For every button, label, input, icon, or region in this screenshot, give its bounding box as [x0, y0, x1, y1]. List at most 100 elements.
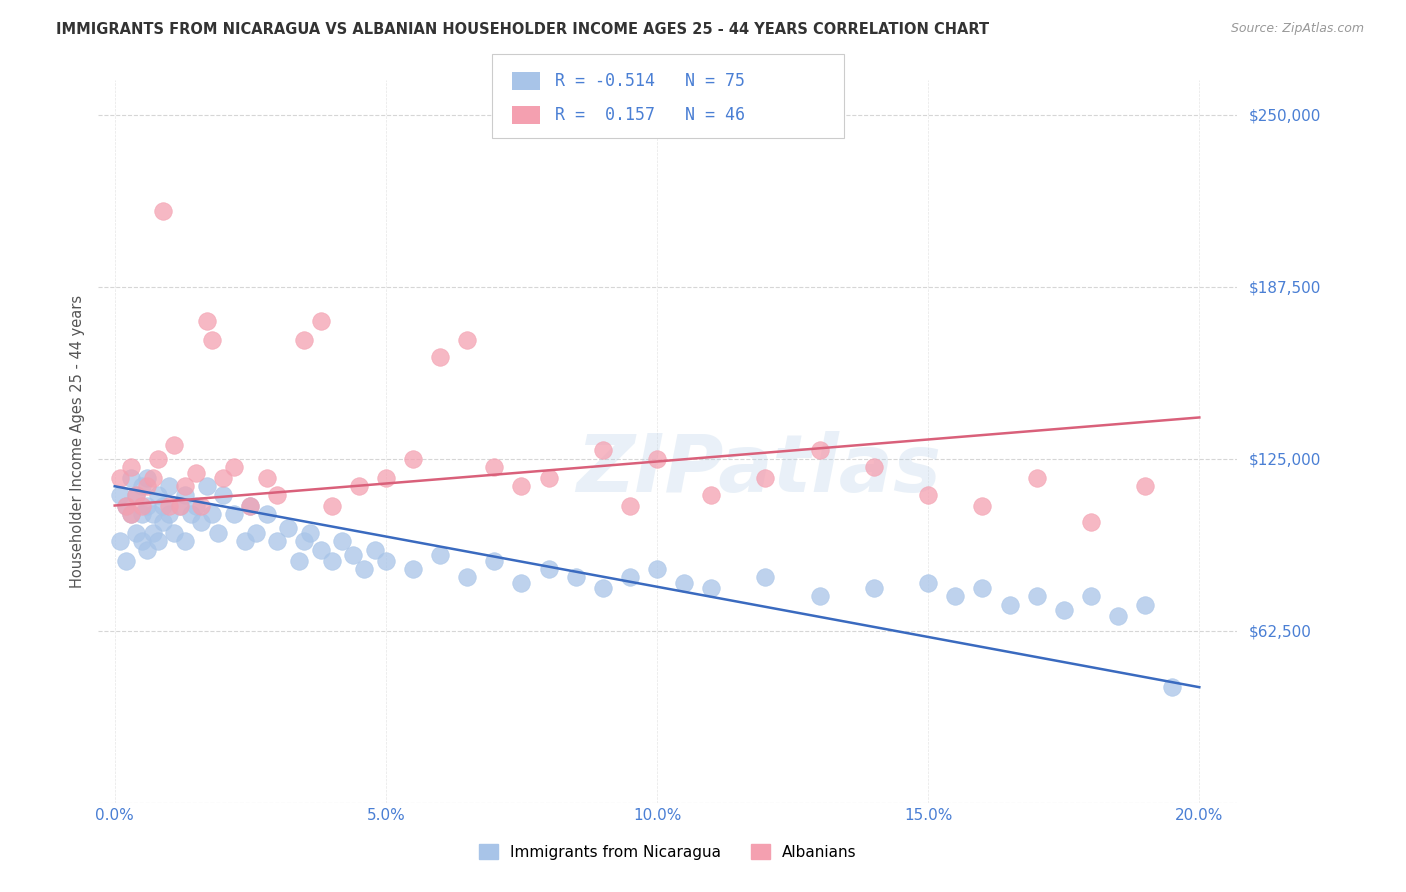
- Point: [169, 499, 191, 513]
- Point: [592, 581, 614, 595]
- Point: [201, 334, 224, 348]
- Point: [1080, 590, 1102, 604]
- Point: [108, 534, 131, 549]
- Point: [201, 507, 224, 521]
- Point: [125, 487, 148, 501]
- Point: [266, 487, 288, 501]
- Point: [136, 499, 159, 513]
- Point: [184, 499, 207, 513]
- Point: [1133, 479, 1156, 493]
- Point: [136, 542, 159, 557]
- Point: [808, 590, 831, 604]
- Point: [364, 542, 387, 557]
- Point: [146, 487, 169, 501]
- Point: [402, 562, 425, 576]
- Point: [592, 443, 614, 458]
- Point: [125, 526, 148, 541]
- Point: [700, 581, 723, 595]
- Point: [277, 520, 299, 534]
- Text: ZIPatlas: ZIPatlas: [576, 432, 942, 509]
- Point: [309, 542, 332, 557]
- Point: [332, 534, 354, 549]
- Point: [152, 499, 174, 513]
- Point: [537, 562, 560, 576]
- Point: [142, 471, 165, 485]
- Point: [288, 553, 311, 567]
- Point: [510, 575, 533, 590]
- Point: [245, 526, 267, 541]
- Point: [510, 479, 533, 493]
- Point: [256, 507, 278, 521]
- Point: [347, 479, 370, 493]
- Point: [239, 499, 262, 513]
- Point: [157, 479, 180, 493]
- Point: [754, 570, 776, 584]
- Point: [1133, 598, 1156, 612]
- Point: [212, 471, 235, 485]
- Point: [1080, 515, 1102, 529]
- Point: [619, 570, 641, 584]
- Point: [484, 460, 506, 475]
- Point: [645, 451, 668, 466]
- Point: [157, 499, 180, 513]
- Point: [1025, 590, 1047, 604]
- Point: [374, 553, 396, 567]
- Point: [131, 534, 153, 549]
- Point: [142, 526, 165, 541]
- Point: [619, 499, 641, 513]
- Point: [754, 471, 776, 485]
- Point: [195, 479, 218, 493]
- Point: [120, 507, 142, 521]
- Point: [146, 534, 169, 549]
- Point: [108, 471, 131, 485]
- Point: [808, 443, 831, 458]
- Point: [212, 487, 235, 501]
- Point: [1025, 471, 1047, 485]
- Point: [321, 499, 343, 513]
- Point: [190, 499, 212, 513]
- Point: [564, 570, 586, 584]
- Point: [673, 575, 696, 590]
- Point: [294, 534, 316, 549]
- Text: R = -0.514   N = 75: R = -0.514 N = 75: [555, 71, 745, 90]
- Point: [180, 507, 202, 521]
- Point: [169, 499, 191, 513]
- Point: [484, 553, 506, 567]
- Point: [207, 526, 229, 541]
- Point: [190, 515, 212, 529]
- Point: [136, 479, 159, 493]
- Point: [114, 553, 136, 567]
- Point: [294, 334, 316, 348]
- Point: [374, 471, 396, 485]
- Point: [917, 487, 939, 501]
- Point: [152, 515, 174, 529]
- Point: [114, 499, 136, 513]
- Point: [645, 562, 668, 576]
- Point: [184, 466, 207, 480]
- Point: [120, 460, 142, 475]
- Point: [152, 204, 174, 219]
- Point: [157, 507, 180, 521]
- Point: [136, 471, 159, 485]
- Point: [998, 598, 1021, 612]
- Point: [456, 570, 478, 584]
- Point: [1107, 608, 1129, 623]
- Point: [108, 487, 131, 501]
- Point: [700, 487, 723, 501]
- Point: [131, 507, 153, 521]
- Point: [972, 581, 994, 595]
- Point: [266, 534, 288, 549]
- Point: [972, 499, 994, 513]
- Point: [120, 471, 142, 485]
- Point: [163, 526, 186, 541]
- Point: [342, 548, 364, 562]
- Point: [163, 438, 186, 452]
- Y-axis label: Householder Income Ages 25 - 44 years: Householder Income Ages 25 - 44 years: [69, 295, 84, 588]
- Point: [1053, 603, 1076, 617]
- Point: [429, 548, 451, 562]
- Text: R =  0.157   N = 46: R = 0.157 N = 46: [555, 106, 745, 124]
- Point: [125, 487, 148, 501]
- Text: IMMIGRANTS FROM NICARAGUA VS ALBANIAN HOUSEHOLDER INCOME AGES 25 - 44 YEARS CORR: IMMIGRANTS FROM NICARAGUA VS ALBANIAN HO…: [56, 22, 990, 37]
- Point: [256, 471, 278, 485]
- Point: [429, 350, 451, 364]
